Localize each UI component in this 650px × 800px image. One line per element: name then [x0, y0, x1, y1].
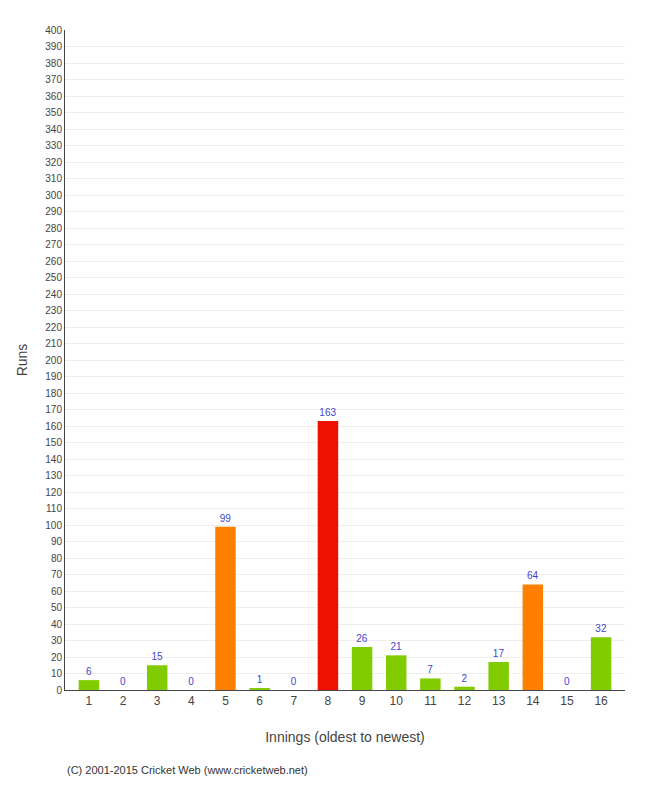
- svg-text:3: 3: [154, 694, 161, 708]
- svg-text:140: 140: [45, 454, 62, 465]
- svg-text:8: 8: [325, 694, 332, 708]
- svg-text:6: 6: [256, 694, 263, 708]
- svg-text:190: 190: [45, 371, 62, 382]
- svg-text:220: 220: [45, 322, 62, 333]
- svg-text:4: 4: [188, 694, 195, 708]
- svg-text:0: 0: [564, 676, 570, 687]
- svg-text:14: 14: [526, 694, 540, 708]
- svg-text:170: 170: [45, 404, 62, 415]
- svg-text:380: 380: [45, 58, 62, 69]
- svg-text:270: 270: [45, 239, 62, 250]
- svg-text:300: 300: [45, 190, 62, 201]
- svg-text:310: 310: [45, 173, 62, 184]
- svg-text:70: 70: [51, 569, 63, 580]
- svg-text:260: 260: [45, 256, 62, 267]
- svg-text:10: 10: [390, 694, 404, 708]
- svg-text:250: 250: [45, 272, 62, 283]
- svg-text:2: 2: [462, 673, 468, 684]
- svg-text:340: 340: [45, 124, 62, 135]
- svg-text:1: 1: [86, 694, 93, 708]
- svg-text:7: 7: [427, 664, 433, 675]
- svg-text:Innings (oldest to newest): Innings (oldest to newest): [265, 729, 425, 745]
- svg-text:110: 110: [46, 503, 62, 514]
- svg-text:280: 280: [45, 223, 62, 234]
- svg-text:200: 200: [45, 355, 62, 366]
- svg-text:Runs: Runs: [14, 344, 30, 377]
- svg-text:13: 13: [492, 694, 506, 708]
- svg-text:90: 90: [51, 536, 63, 547]
- svg-text:12: 12: [458, 694, 472, 708]
- svg-text:370: 370: [45, 74, 62, 85]
- svg-text:21: 21: [390, 641, 402, 652]
- svg-text:(C) 2001-2015 Cricket Web (www: (C) 2001-2015 Cricket Web (www.cricketwe…: [67, 764, 308, 776]
- svg-text:150: 150: [45, 437, 62, 448]
- svg-text:1: 1: [257, 674, 263, 685]
- svg-text:100: 100: [45, 520, 62, 531]
- svg-text:163: 163: [319, 407, 336, 418]
- svg-text:60: 60: [51, 586, 63, 597]
- svg-text:160: 160: [45, 421, 62, 432]
- svg-text:64: 64: [527, 570, 539, 581]
- svg-text:15: 15: [560, 694, 574, 708]
- svg-text:10: 10: [51, 668, 63, 679]
- svg-text:11: 11: [424, 694, 437, 708]
- svg-text:99: 99: [220, 513, 232, 524]
- svg-text:180: 180: [45, 388, 62, 399]
- svg-text:390: 390: [45, 41, 62, 52]
- svg-text:330: 330: [45, 140, 62, 151]
- svg-text:0: 0: [291, 676, 297, 687]
- svg-text:400: 400: [45, 25, 62, 36]
- svg-text:9: 9: [359, 694, 366, 708]
- svg-text:30: 30: [51, 635, 63, 646]
- svg-text:210: 210: [45, 338, 62, 349]
- svg-text:17: 17: [493, 648, 505, 659]
- svg-text:0: 0: [56, 685, 62, 696]
- svg-text:20: 20: [51, 652, 63, 663]
- svg-text:130: 130: [45, 470, 62, 481]
- svg-text:5: 5: [222, 694, 229, 708]
- svg-text:320: 320: [45, 157, 62, 168]
- svg-text:120: 120: [45, 487, 62, 498]
- svg-text:32: 32: [595, 623, 607, 634]
- svg-text:6: 6: [86, 666, 92, 677]
- svg-text:16: 16: [594, 694, 608, 708]
- svg-text:0: 0: [120, 676, 126, 687]
- svg-text:0: 0: [188, 676, 194, 687]
- svg-text:230: 230: [45, 305, 62, 316]
- svg-text:40: 40: [51, 619, 63, 630]
- svg-text:7: 7: [290, 694, 297, 708]
- svg-text:360: 360: [45, 91, 62, 102]
- svg-text:80: 80: [51, 553, 63, 564]
- svg-text:15: 15: [151, 651, 163, 662]
- svg-text:26: 26: [356, 633, 368, 644]
- svg-text:350: 350: [45, 107, 62, 118]
- svg-text:2: 2: [120, 694, 127, 708]
- svg-text:240: 240: [45, 289, 62, 300]
- svg-text:290: 290: [45, 206, 62, 217]
- svg-text:50: 50: [51, 602, 63, 613]
